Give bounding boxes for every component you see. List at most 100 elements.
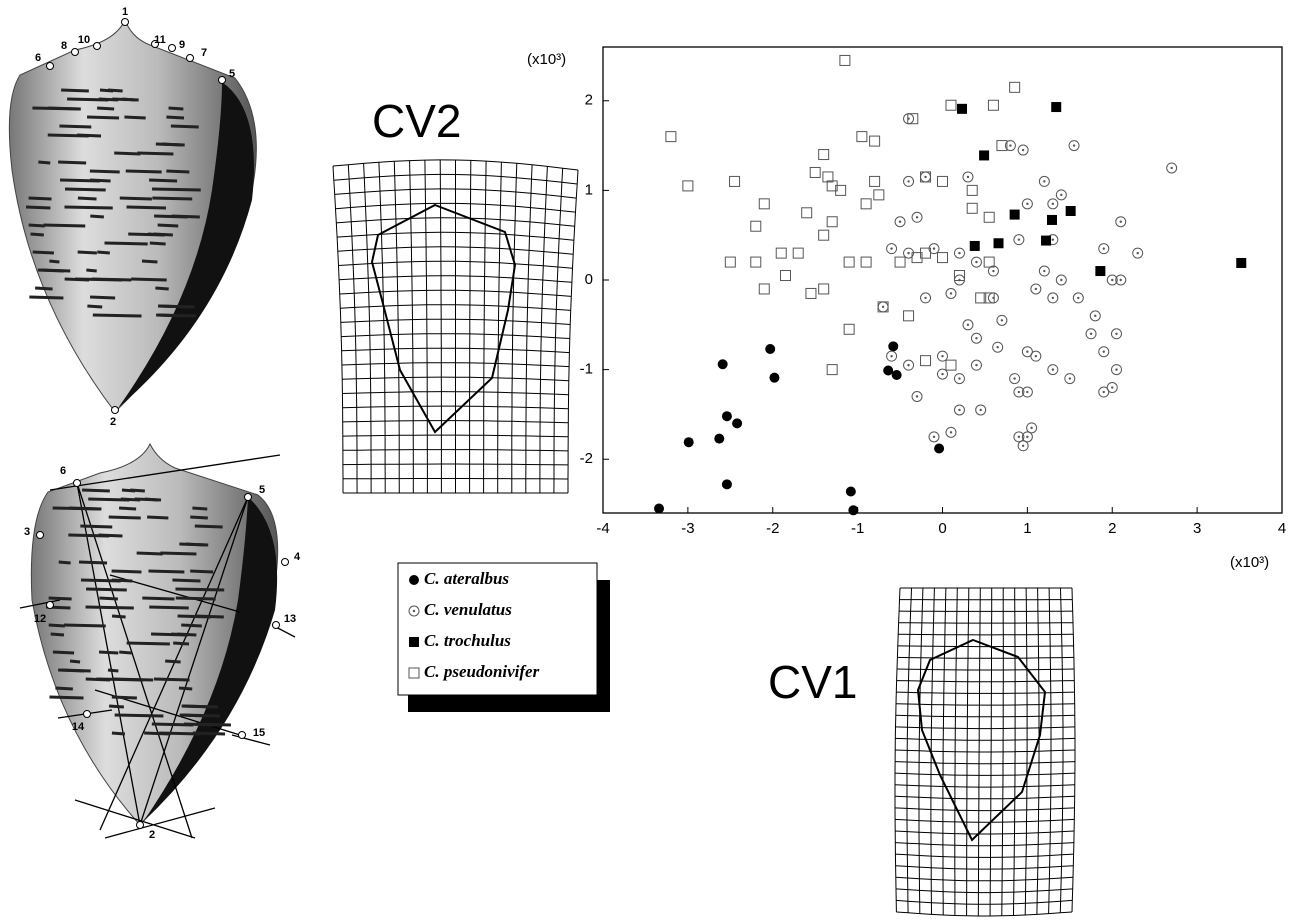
point-dot <box>1018 391 1020 393</box>
grid-line <box>364 163 372 493</box>
shell-stripe <box>99 99 118 100</box>
grid-line <box>512 163 517 493</box>
shell-stripe <box>64 207 112 208</box>
shell-stripe <box>58 162 86 163</box>
shell-stripe <box>150 243 166 244</box>
shell-stripe <box>175 589 224 590</box>
point-dot <box>1111 386 1113 388</box>
shell-stripe <box>149 571 185 572</box>
point-dot <box>1060 194 1062 196</box>
shell-stripe <box>181 625 202 626</box>
point <box>904 311 914 321</box>
point <box>970 241 980 251</box>
grid-line <box>440 160 441 493</box>
shell-stripe <box>86 270 96 271</box>
point-dot <box>1026 391 1028 393</box>
point-dot <box>1103 247 1105 249</box>
landmark <box>282 559 289 566</box>
grid-line <box>897 669 1074 670</box>
shell-stripe <box>149 607 188 608</box>
shell-stripe <box>127 643 170 644</box>
point <box>759 284 769 294</box>
grid-line <box>333 166 343 493</box>
shell-stripe <box>148 234 165 235</box>
shell-stripe <box>65 189 106 190</box>
point <box>751 221 761 231</box>
point-dot <box>1035 355 1037 357</box>
point-dot <box>1035 288 1037 290</box>
shell-stripe <box>86 589 127 590</box>
x-axis-label: (x10³) <box>1230 554 1269 571</box>
point-dot <box>899 221 901 223</box>
landmark <box>273 622 280 629</box>
shell-stripe <box>155 288 168 289</box>
shell-stripe <box>29 225 45 226</box>
grid-label: CV1 <box>768 656 857 708</box>
shell-stripe <box>81 580 121 581</box>
landmark-label: 9 <box>179 39 185 51</box>
landmark <box>94 43 101 50</box>
grid-line <box>410 161 414 493</box>
shell-stripe <box>59 562 71 563</box>
shell-bottom <box>20 444 295 838</box>
point <box>1041 236 1051 246</box>
point-dot <box>933 247 935 249</box>
point-dot <box>1043 270 1045 272</box>
shell-stripe <box>178 616 211 617</box>
shell-stripe <box>176 598 216 599</box>
legend-label: C. ateralbus <box>424 569 509 588</box>
point-dot <box>916 216 918 218</box>
x-tick-label: 4 <box>1278 520 1286 537</box>
point <box>806 288 816 298</box>
shell-stripe <box>78 252 97 253</box>
shell-stripe <box>90 216 104 217</box>
grid-line <box>896 900 1072 904</box>
grid-line <box>898 646 1074 647</box>
landmark-label: 5 <box>229 68 235 80</box>
shell-stripe <box>114 153 140 154</box>
point <box>654 504 664 514</box>
shell-stripe <box>49 625 65 626</box>
landmark <box>187 55 194 62</box>
point <box>892 370 902 380</box>
point-dot <box>1077 297 1079 299</box>
point-dot <box>1103 391 1105 393</box>
grid-line <box>895 750 1075 752</box>
landmark-label: 8 <box>61 40 67 52</box>
x-tick-label: -3 <box>681 520 694 537</box>
point-dot <box>1170 167 1172 169</box>
point <box>732 418 742 428</box>
shell-stripe <box>53 508 101 509</box>
landmark <box>245 494 252 501</box>
shell-stripe <box>121 499 140 500</box>
shell-stripe <box>173 643 189 644</box>
shell-stripe <box>32 108 80 109</box>
point-dot <box>1043 180 1045 182</box>
landmark-label: 3 <box>24 526 30 538</box>
point <box>984 257 994 267</box>
shell-stripe <box>172 580 200 581</box>
point <box>988 100 998 110</box>
y-tick-label: 2 <box>585 92 593 109</box>
point-dot <box>1018 238 1020 240</box>
point-dot <box>1022 149 1024 151</box>
point <box>840 55 850 65</box>
shell-stripe <box>64 625 106 626</box>
point <box>844 324 854 334</box>
shell-stripe <box>53 652 74 653</box>
landmark-label: 2 <box>110 416 116 428</box>
plot-frame <box>603 47 1282 513</box>
y-tick-label: 1 <box>585 181 593 198</box>
shell-stripe <box>147 517 168 518</box>
shell-stripe <box>90 297 115 298</box>
point <box>938 176 948 186</box>
shell-stripe <box>195 526 223 527</box>
grid-line <box>895 831 1074 834</box>
grid-line <box>896 692 1074 693</box>
point <box>409 575 419 585</box>
x-tick-label: 1 <box>1023 520 1031 537</box>
point-dot <box>950 292 952 294</box>
landmark-label: 4 <box>294 551 301 563</box>
point <box>861 199 871 209</box>
